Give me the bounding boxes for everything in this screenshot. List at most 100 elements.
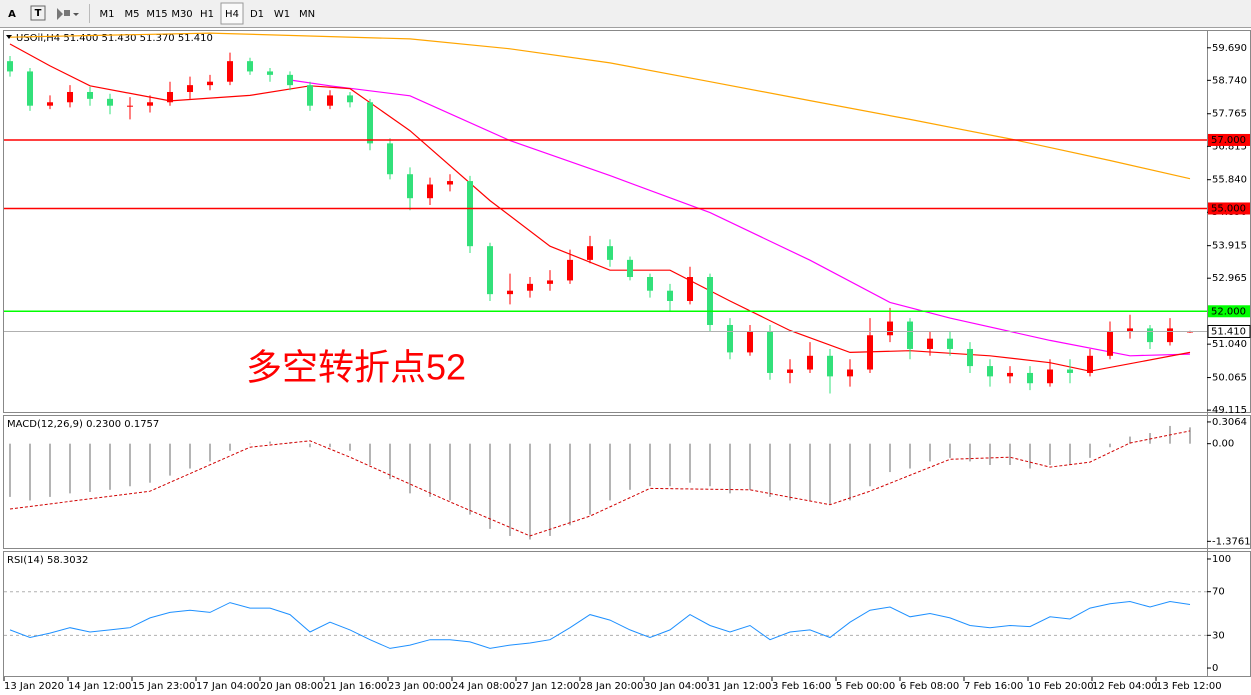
y-tick-label: 53.915 bbox=[1212, 241, 1247, 252]
macd-bar bbox=[1189, 427, 1191, 444]
macd-bar bbox=[469, 443, 471, 515]
macd-bar bbox=[1089, 443, 1091, 458]
candle-body bbox=[127, 105, 133, 107]
timeframe-button[interactable]: M30 bbox=[171, 9, 192, 20]
timeframe-button[interactable]: M5 bbox=[125, 9, 140, 20]
macd-bar bbox=[889, 443, 891, 473]
macd-bar bbox=[249, 443, 251, 445]
candle-body bbox=[1107, 331, 1113, 356]
candle-body bbox=[467, 181, 473, 247]
macd-bar bbox=[649, 443, 651, 487]
macd-bar bbox=[529, 443, 531, 540]
macd-bar bbox=[849, 443, 851, 501]
main-panel bbox=[3, 30, 1251, 413]
macd-bar bbox=[749, 443, 751, 490]
candle-body bbox=[347, 95, 353, 103]
x-tick-label: 17 Jan 04:00 bbox=[196, 681, 259, 692]
price-level-label-box bbox=[1208, 305, 1250, 318]
text-tool-glyph: T bbox=[35, 8, 42, 19]
macd-bar bbox=[1049, 443, 1051, 465]
macd-bar bbox=[209, 443, 211, 462]
macd-bar bbox=[349, 443, 351, 451]
macd-bar bbox=[549, 443, 551, 536]
macd-bar bbox=[489, 443, 491, 529]
timeframe-button[interactable]: H4 bbox=[225, 9, 239, 20]
y-tick-label: -1.3761 bbox=[1212, 536, 1251, 547]
candle-body bbox=[487, 246, 493, 295]
price-level-label-box bbox=[1208, 202, 1250, 215]
timeframe-button[interactable]: D1 bbox=[250, 9, 264, 20]
macd-bar bbox=[509, 443, 511, 536]
macd-bar bbox=[9, 443, 11, 497]
moving-average bbox=[9, 43, 1191, 372]
header-marker bbox=[6, 35, 12, 39]
candle-body bbox=[87, 91, 93, 99]
macd-bar bbox=[609, 443, 611, 501]
y-tick-label: 55.840 bbox=[1212, 175, 1247, 186]
timeframe-button[interactable]: H1 bbox=[200, 9, 214, 20]
macd-bar bbox=[1009, 443, 1011, 465]
macd-bar bbox=[89, 443, 91, 492]
macd-bar bbox=[869, 443, 871, 487]
candle-body bbox=[1167, 328, 1173, 343]
timeframe-button[interactable]: M1 bbox=[100, 9, 115, 20]
macd-bar bbox=[269, 441, 271, 444]
rsi-title: RSI(14) 58.3032 bbox=[7, 555, 88, 566]
candle-body bbox=[667, 290, 673, 301]
candle-body bbox=[1127, 328, 1133, 332]
candle-body bbox=[867, 335, 873, 370]
y-tick-label: 30 bbox=[1212, 630, 1225, 641]
price-level-label: 55.000 bbox=[1211, 203, 1246, 214]
macd-bar bbox=[969, 443, 971, 462]
macd-bar bbox=[929, 443, 931, 462]
tool-button[interactable]: A bbox=[8, 9, 16, 20]
candle-body bbox=[147, 102, 153, 106]
y-tick-label: 49.115 bbox=[1212, 405, 1247, 416]
timeframe-button[interactable]: MN bbox=[299, 9, 315, 20]
timeframe-button[interactable]: W1 bbox=[274, 9, 290, 20]
x-tick-label: 27 Jan 12:00 bbox=[516, 681, 579, 692]
candle-body bbox=[987, 366, 993, 377]
candle-body bbox=[27, 71, 33, 106]
price-level-label: 52.000 bbox=[1211, 306, 1246, 317]
candle-body bbox=[307, 85, 313, 106]
candle-body bbox=[387, 143, 393, 175]
candle-body bbox=[887, 321, 893, 336]
shapes-tool-icon[interactable] bbox=[57, 8, 70, 20]
y-tick-label: 70 bbox=[1212, 587, 1225, 598]
candle-body bbox=[207, 81, 213, 86]
x-tick-label: 14 Jan 12:00 bbox=[68, 681, 131, 692]
candle-body bbox=[427, 184, 433, 199]
candle-body bbox=[1147, 328, 1153, 343]
macd-bar bbox=[409, 443, 411, 494]
y-tick-label: 52.965 bbox=[1212, 273, 1247, 284]
active-timeframe bbox=[220, 2, 244, 25]
macd-bar bbox=[569, 443, 571, 526]
x-tick-label: 28 Jan 20:00 bbox=[580, 681, 643, 692]
candle-body bbox=[587, 246, 593, 260]
macd-bar bbox=[689, 443, 691, 483]
y-tick-label: 57.765 bbox=[1212, 109, 1247, 120]
candle-body bbox=[287, 74, 293, 86]
x-tick-label: 3 Feb 16:00 bbox=[772, 681, 831, 692]
current-price-line-label: 51.410 bbox=[1211, 326, 1246, 337]
chart-header: USOil,H4 51.400 51.430 51.370 51.410 bbox=[16, 33, 213, 44]
x-tick-label: 15 Jan 23:00 bbox=[132, 681, 195, 692]
macd-signal bbox=[9, 430, 1191, 537]
rsi-line bbox=[9, 600, 1191, 649]
macd-bar bbox=[189, 443, 191, 469]
candle-body bbox=[507, 290, 513, 295]
rsi-panel bbox=[3, 551, 1251, 677]
current-price-line-label-box bbox=[1207, 324, 1251, 338]
candle-body bbox=[167, 91, 173, 103]
candle-body bbox=[1007, 372, 1013, 377]
macd-bar bbox=[1069, 443, 1071, 465]
timeframe-button[interactable]: M15 bbox=[146, 9, 167, 20]
x-tick-label: 23 Jan 00:00 bbox=[388, 681, 451, 692]
y-tick-label: 59.690 bbox=[1212, 43, 1247, 54]
x-tick-label: 24 Jan 08:00 bbox=[452, 681, 515, 692]
macd-bar bbox=[789, 443, 791, 501]
text-tool-icon[interactable] bbox=[30, 5, 46, 21]
macd-bar bbox=[149, 443, 151, 483]
